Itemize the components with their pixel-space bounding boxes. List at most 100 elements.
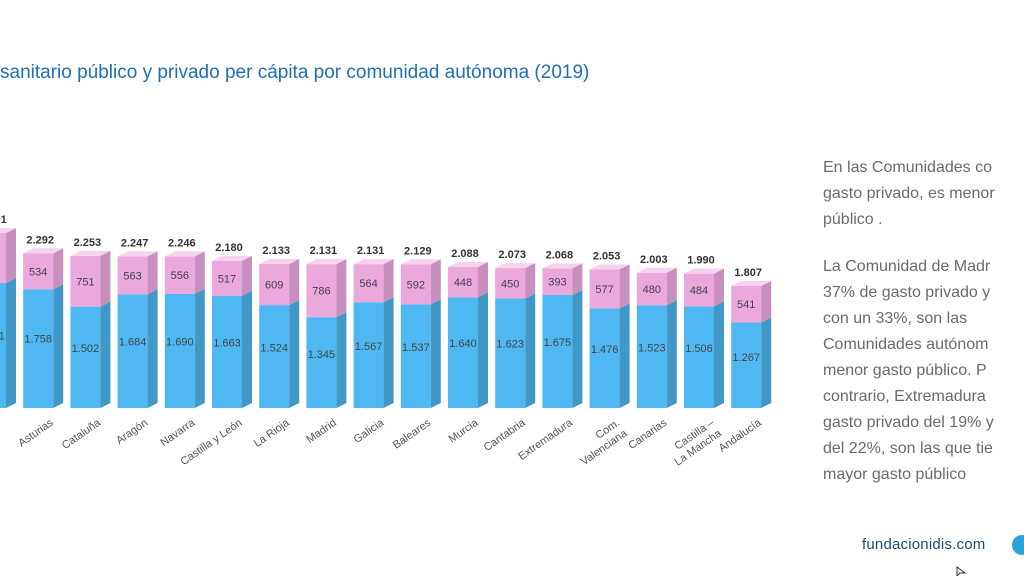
bar-public-side — [100, 301, 111, 408]
value-label-private: 393 — [548, 277, 566, 289]
category-label: Galicia — [352, 416, 387, 446]
footer-site-link[interactable]: fundacionidis.com — [862, 536, 986, 553]
bar-public-side — [525, 293, 536, 408]
bar-public-front — [353, 302, 384, 408]
side-commentary: En las Comunidades co gasto privado, es … — [823, 155, 1024, 509]
bar-public-front — [589, 308, 620, 408]
commentary-line: público . — [823, 211, 883, 228]
bar-public-front — [0, 283, 6, 408]
bar-top — [684, 268, 724, 274]
bar-private-side — [242, 255, 252, 296]
value-label-public: 1.684 — [119, 336, 147, 348]
category-label-line: La Rioja — [252, 416, 293, 449]
bar-public-front — [448, 297, 478, 408]
category-label-line: Navarra — [158, 416, 198, 449]
bar-public-front — [212, 295, 242, 408]
value-label-private: 480 — [643, 284, 661, 296]
bar-private-side — [336, 259, 347, 318]
value-label-private: 786 — [312, 286, 330, 298]
category-label: Andalucía — [717, 416, 765, 454]
bar-public-side — [289, 300, 300, 408]
bar-top — [636, 267, 677, 273]
bar-public-side — [194, 288, 205, 408]
commentary-line: con un 33%, son las — [823, 310, 968, 327]
bar-private-front — [448, 267, 478, 298]
top-edge-artifact — [0, 0, 260, 6]
bar-public-front — [636, 305, 667, 408]
bar-top — [70, 250, 111, 256]
bar-private-front — [212, 260, 242, 296]
total-label: 2.073 — [498, 249, 526, 261]
value-label-public: 1.851 — [0, 330, 5, 342]
bar-private-side — [761, 280, 772, 323]
total-label: 2.133 — [262, 245, 290, 257]
category-label: La Rioja — [252, 416, 293, 449]
total-label: 2.003 — [640, 254, 668, 266]
category-label-line: Canarias — [626, 417, 669, 452]
bar-private-front — [400, 264, 431, 305]
category-label: Murcia — [447, 416, 482, 445]
bar-private-front — [259, 264, 290, 306]
bar-public-side — [430, 299, 441, 408]
chart-title: sanitario público y privado per cápita p… — [0, 62, 590, 83]
category-label-line: Aragón — [114, 417, 150, 447]
bar-private-front — [23, 253, 54, 290]
bar-top — [542, 263, 583, 269]
value-label-public: 1.640 — [449, 338, 477, 350]
bar-private-side — [430, 259, 441, 305]
bar-top — [212, 255, 252, 261]
commentary-line: 37% de gasto privado y — [823, 284, 991, 301]
value-label-public: 1.267 — [732, 352, 760, 364]
total-label: 2.129 — [404, 245, 432, 257]
bar-top — [0, 228, 16, 234]
bar-private-side — [147, 251, 158, 295]
bar-private-front — [164, 256, 195, 294]
commentary-line: gasto privado, es menor — [823, 185, 995, 202]
category-label-line: Andalucía — [717, 416, 765, 454]
bar-top — [306, 259, 347, 265]
bar-private-side — [100, 250, 111, 307]
bar-top — [259, 259, 300, 265]
bar-public-side — [478, 292, 488, 408]
commentary-line: del 22%, son las que tie — [823, 440, 993, 457]
bar-top — [164, 251, 205, 257]
bar-private-front — [731, 285, 762, 323]
bar-top — [117, 251, 158, 257]
category-label: Aragón — [114, 417, 150, 447]
value-label-public: 1.623 — [496, 339, 524, 351]
commentary-line: mayor gasto público — [823, 466, 967, 483]
total-label: 2.292 — [26, 234, 54, 246]
value-label-private: 541 — [737, 299, 755, 311]
commentary-line: Comunidades autónom — [823, 336, 989, 353]
bar-private-side — [714, 268, 724, 307]
bar-public-side — [147, 289, 158, 408]
bar-private-side — [383, 259, 394, 303]
total-label: 2.180 — [215, 242, 243, 254]
value-label-public: 1.758 — [24, 334, 52, 346]
total-label: 2.591 — [0, 214, 7, 226]
bar-private-side — [572, 263, 583, 295]
bar-private-front — [306, 264, 337, 318]
bar-private-front — [542, 268, 573, 295]
value-label-public: 1.345 — [308, 349, 336, 361]
value-label-private: 448 — [454, 277, 472, 289]
bar-public-front — [23, 289, 54, 408]
value-label-private: 563 — [123, 270, 141, 282]
total-label: 2.088 — [451, 248, 479, 260]
bar-public-front — [164, 293, 195, 408]
category-label-line: Murcia — [447, 416, 482, 445]
category-label: Baleares — [391, 417, 434, 452]
value-label-public: 1.690 — [166, 336, 194, 348]
bar-public-side — [666, 300, 677, 408]
value-label-public: 1.506 — [685, 343, 713, 355]
bar-top — [23, 248, 64, 254]
stacked-bar-chart: 1.8517402.5911.7585342.292Asturias1.5027… — [0, 214, 772, 469]
bar-top — [400, 259, 441, 265]
value-label-private: 564 — [359, 278, 377, 290]
value-label-public: 1.663 — [213, 337, 241, 349]
total-label: 2.053 — [593, 250, 621, 262]
total-label: 2.247 — [121, 237, 149, 249]
bar-public-front — [117, 294, 148, 408]
total-label: 2.131 — [357, 245, 385, 257]
bar-public-side — [336, 312, 347, 408]
